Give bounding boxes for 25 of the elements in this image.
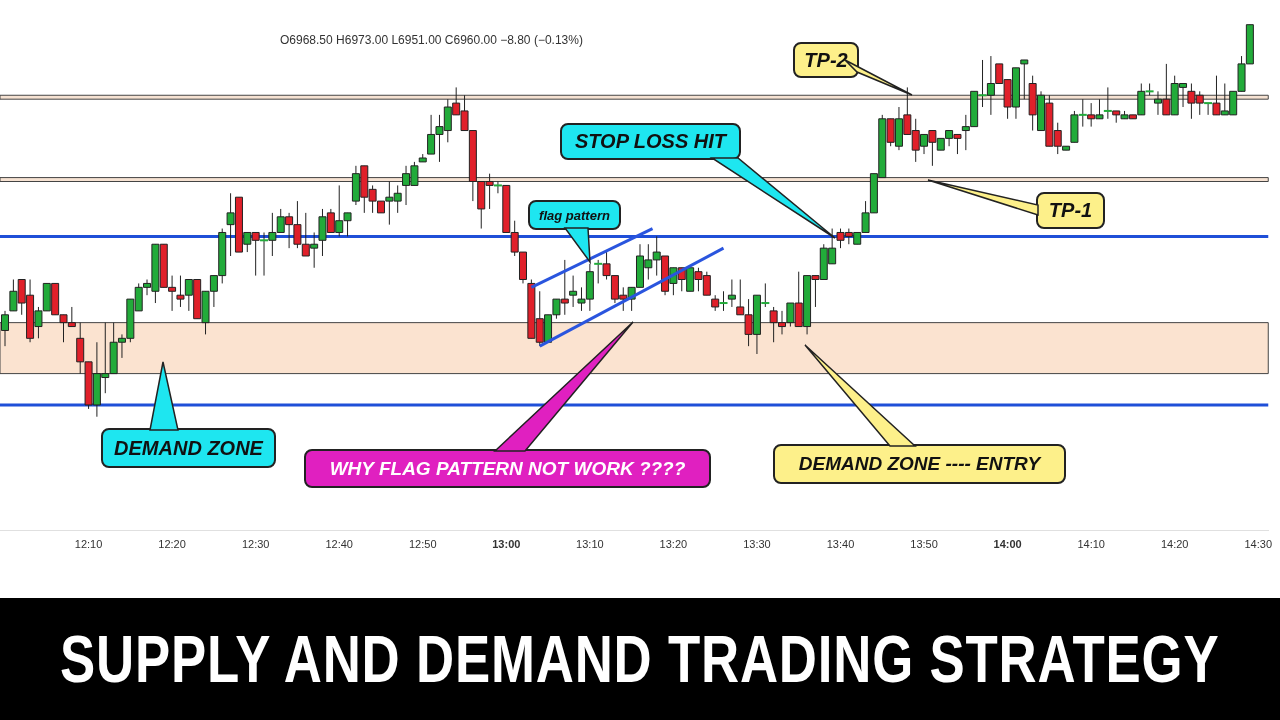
x-tick-label: 14:10 xyxy=(1077,538,1105,551)
text: DEMAND ZONE ---- ENTRY xyxy=(773,444,1066,484)
x-tick-label: 13:30 xyxy=(743,538,771,551)
x-tick-label: 12:50 xyxy=(408,538,437,551)
x-tick-label: 14:00 xyxy=(993,538,1022,551)
x-tick-label: 13:20 xyxy=(659,538,688,551)
x-tick-label: 12:10 xyxy=(74,538,103,551)
annotation: STOP LOSS HIT xyxy=(560,123,741,160)
annotation: TP-2 xyxy=(793,42,859,78)
x-tick-label: 13:10 xyxy=(576,538,604,551)
x-tick-label: 12:30 xyxy=(241,538,270,551)
annotation: flag pattern xyxy=(528,200,621,230)
x-tick-label: 13:50 xyxy=(910,538,938,551)
x-tick-label: 12:20 xyxy=(158,538,186,551)
x-tick-label: 13:40 xyxy=(826,538,855,551)
annotation: O6968.50 H6973.00 L6951.00 C6960.00 −8.80 (−0.13%) xyxy=(280,32,584,49)
candlestick xyxy=(1,310,10,347)
annotation: TP-1 xyxy=(1036,192,1105,229)
text: SUPPLY AND DEMAND TRADING STRATEGY xyxy=(60,621,1220,697)
x-tick-label: 13:00 xyxy=(492,538,521,551)
x-tick-label: 12:40 xyxy=(325,538,353,551)
text: WHY FLAG PATTERN NOT WORK ???? xyxy=(304,449,711,488)
x-tick-label: 14:30 xyxy=(1244,538,1272,551)
text: DEMAND ZONE xyxy=(101,428,276,468)
x-tick-label: 14:20 xyxy=(1160,538,1189,551)
